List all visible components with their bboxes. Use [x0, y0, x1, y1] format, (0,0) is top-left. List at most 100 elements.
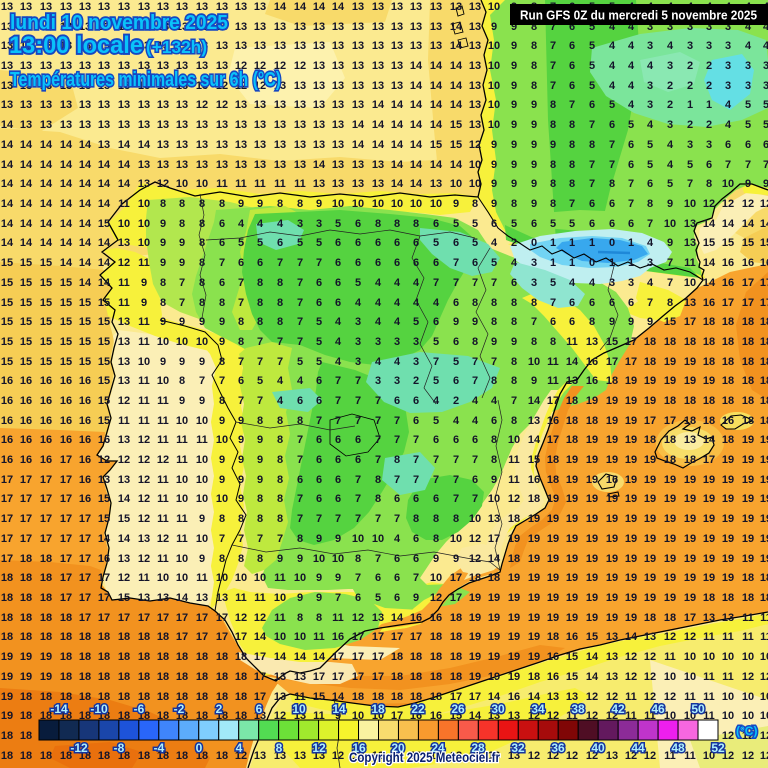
- svg-text:Run GFS 0Z du mercredi 5 novem: Run GFS 0Z du mercredi 5 novembre 2025: [520, 8, 757, 23]
- svg-text:18: 18: [547, 454, 559, 466]
- svg-text:12: 12: [235, 60, 247, 72]
- svg-text:18: 18: [742, 572, 754, 584]
- svg-text:12: 12: [138, 513, 150, 525]
- svg-text:10: 10: [138, 237, 150, 249]
- svg-text:9: 9: [511, 178, 517, 190]
- svg-text:7: 7: [647, 297, 653, 309]
- svg-text:17: 17: [176, 612, 188, 624]
- svg-text:13: 13: [176, 159, 188, 171]
- svg-text:19: 19: [586, 533, 598, 545]
- svg-text:5: 5: [550, 218, 556, 230]
- svg-text:8: 8: [375, 474, 381, 486]
- svg-text:4: 4: [394, 297, 401, 309]
- svg-text:13: 13: [313, 750, 325, 762]
- svg-text:3: 3: [667, 21, 673, 33]
- svg-text:9: 9: [609, 316, 615, 328]
- svg-text:6: 6: [413, 415, 419, 427]
- svg-text:18: 18: [98, 651, 110, 663]
- svg-text:15: 15: [60, 297, 72, 309]
- svg-text:11: 11: [176, 454, 188, 466]
- svg-text:4: 4: [394, 533, 401, 545]
- svg-text:13: 13: [410, 21, 422, 33]
- svg-text:5: 5: [316, 336, 322, 348]
- svg-text:14: 14: [450, 21, 463, 33]
- svg-text:11: 11: [547, 375, 559, 387]
- svg-text:14: 14: [332, 1, 345, 13]
- svg-text:7: 7: [453, 474, 459, 486]
- svg-text:19: 19: [664, 474, 676, 486]
- svg-text:14: 14: [20, 178, 33, 190]
- svg-text:6: 6: [433, 434, 439, 446]
- svg-text:15: 15: [566, 671, 578, 683]
- svg-text:17: 17: [1, 513, 13, 525]
- svg-text:11: 11: [157, 395, 169, 407]
- svg-text:5: 5: [763, 119, 768, 131]
- svg-text:8: 8: [433, 533, 439, 545]
- svg-text:13: 13: [176, 119, 188, 131]
- svg-text:6: 6: [335, 434, 341, 446]
- svg-text:9: 9: [257, 474, 263, 486]
- svg-text:18: 18: [703, 336, 715, 348]
- svg-text:13: 13: [684, 237, 696, 249]
- svg-text:18: 18: [742, 336, 754, 348]
- svg-text:11: 11: [157, 434, 169, 446]
- svg-text:13: 13: [138, 159, 150, 171]
- svg-text:9: 9: [335, 572, 341, 584]
- svg-text:11: 11: [664, 750, 676, 762]
- svg-text:13: 13: [157, 99, 169, 111]
- svg-text:12: 12: [274, 60, 286, 72]
- svg-text:19: 19: [664, 572, 676, 584]
- svg-text:15: 15: [1, 356, 13, 368]
- svg-text:16: 16: [410, 612, 422, 624]
- svg-text:13: 13: [313, 178, 325, 190]
- svg-text:5: 5: [687, 159, 693, 171]
- svg-text:4: 4: [647, 119, 654, 131]
- svg-text:10: 10: [254, 572, 266, 584]
- svg-text:12: 12: [547, 750, 559, 762]
- svg-text:18: 18: [684, 454, 696, 466]
- svg-text:18: 18: [391, 671, 403, 683]
- svg-text:14: 14: [528, 434, 541, 446]
- svg-text:8: 8: [257, 415, 263, 427]
- svg-text:10: 10: [274, 631, 286, 643]
- svg-text:7: 7: [433, 454, 439, 466]
- svg-text:9: 9: [297, 553, 303, 565]
- svg-text:10: 10: [703, 651, 715, 663]
- svg-text:6: 6: [745, 139, 751, 151]
- svg-text:18: 18: [196, 750, 208, 762]
- svg-text:6: 6: [472, 434, 478, 446]
- svg-text:12: 12: [742, 730, 754, 742]
- svg-text:16: 16: [410, 710, 422, 722]
- svg-text:5: 5: [375, 592, 381, 604]
- svg-text:3: 3: [316, 218, 322, 230]
- svg-text:5: 5: [745, 119, 751, 131]
- svg-text:7: 7: [297, 513, 303, 525]
- svg-text:16: 16: [606, 474, 618, 486]
- svg-text:19: 19: [40, 671, 52, 683]
- svg-text:4: 4: [335, 336, 342, 348]
- svg-text:16: 16: [60, 395, 72, 407]
- svg-text:11: 11: [742, 612, 754, 624]
- svg-text:8: 8: [297, 612, 303, 624]
- svg-text:12: 12: [586, 710, 598, 722]
- svg-text:7: 7: [277, 257, 283, 269]
- svg-text:7: 7: [335, 375, 341, 387]
- svg-text:13: 13: [79, 21, 91, 33]
- svg-text:13: 13: [40, 21, 52, 33]
- svg-text:7: 7: [297, 297, 303, 309]
- svg-text:18: 18: [1, 592, 13, 604]
- svg-text:12: 12: [742, 750, 754, 762]
- svg-text:15: 15: [20, 277, 32, 289]
- svg-text:13: 13: [40, 60, 52, 72]
- svg-text:8: 8: [276, 741, 283, 755]
- svg-text:17: 17: [450, 572, 462, 584]
- svg-text:6: 6: [375, 572, 381, 584]
- svg-text:3: 3: [763, 80, 768, 92]
- svg-text:14: 14: [391, 119, 404, 131]
- svg-text:14: 14: [430, 159, 443, 171]
- svg-text:19: 19: [606, 415, 618, 427]
- svg-text:4: 4: [433, 297, 440, 309]
- svg-text:10: 10: [684, 671, 696, 683]
- svg-text:18: 18: [722, 395, 734, 407]
- svg-text:13: 13: [118, 375, 130, 387]
